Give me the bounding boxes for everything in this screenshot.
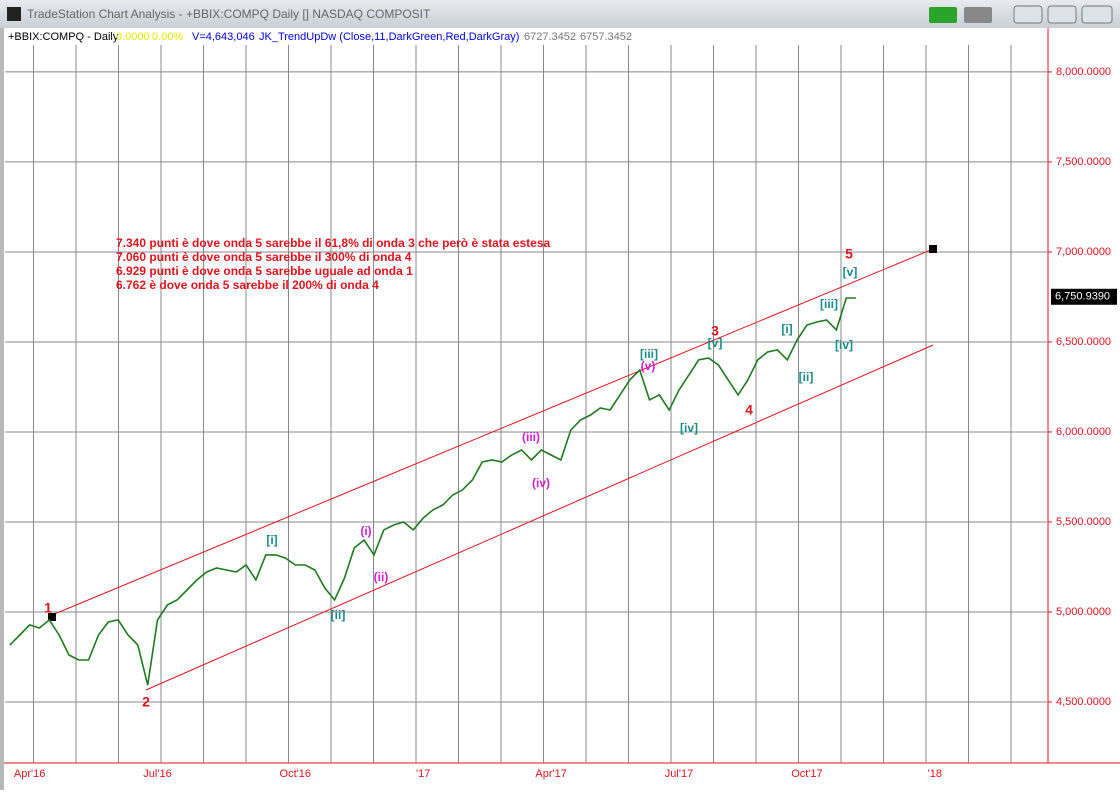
indicator-value: 6727.3452	[524, 31, 576, 43]
annotation: 6.762 è dove onda 5 sarebbe il 200% di o…	[116, 278, 379, 292]
y-tick-label: 7,000.0000	[1056, 246, 1111, 258]
y-tick-label: 6,000.0000	[1056, 426, 1111, 438]
symbol-link-button[interactable]	[929, 7, 957, 23]
x-tick-label: Jul'17	[665, 768, 693, 780]
volume: V=4,643,046	[192, 31, 255, 43]
chart-header: +BBIX:COMPQ - Daily 0.0000 0.00% V=4,643…	[8, 31, 632, 43]
annotation: 7.060 punti è dove onda 5 sarebbe il 300…	[116, 250, 412, 264]
upper-channel-line	[51, 248, 934, 616]
price-series	[9, 297, 857, 686]
app-icon	[7, 7, 21, 21]
symbol: +BBIX:COMPQ - Daily	[8, 31, 119, 43]
wave-label: (iv)	[532, 476, 550, 490]
window-title: TradeStation Chart Analysis - +BBIX:COMP…	[27, 7, 431, 21]
y-tick-label: 6,500.0000	[1056, 336, 1111, 348]
wave-label: [i]	[266, 533, 277, 547]
toolbar-button[interactable]	[964, 7, 992, 23]
indicator-value: 6757.3452	[580, 31, 632, 43]
y-tick-label: 5,000.0000	[1056, 606, 1111, 618]
x-tick-label: Apr'16	[14, 768, 45, 780]
wave-label: (v)	[641, 359, 656, 373]
wave-label: [i]	[781, 322, 792, 336]
wave-label: [iii]	[820, 297, 838, 311]
y-tick-label: 5,500.0000	[1056, 516, 1111, 528]
indicator: JK_TrendUpDw (Close,11,DarkGreen,Red,Dar…	[259, 31, 519, 43]
x-tick-label: '18	[928, 768, 942, 780]
change-pct: 0.00%	[152, 31, 183, 43]
x-tick-label: Apr'17	[535, 768, 566, 780]
x-tick-label: Jul'16	[143, 768, 171, 780]
wave-label: [iv]	[835, 338, 853, 352]
channel-anchor	[48, 613, 56, 621]
x-tick-label: Oct'16	[280, 768, 311, 780]
wave-label: [v]	[708, 336, 723, 350]
change: 0.0000	[116, 31, 150, 43]
x-tick-label: Oct'17	[791, 768, 822, 780]
labels: 4,500.0000 5,000.0000 5,500.0000 6,000.0000…	[14, 66, 1117, 780]
wave-label: 5	[845, 246, 853, 262]
wave-label: (i)	[360, 524, 371, 538]
x-tick-label: '17	[416, 768, 430, 780]
trend-channel	[48, 245, 937, 691]
maximize-button[interactable]	[1047, 5, 1077, 24]
plot-background	[0, 28, 1120, 790]
y-tick-label: 4,500.0000	[1056, 696, 1111, 708]
wave-label: (iii)	[522, 430, 540, 444]
wave-label: [iv]	[680, 421, 698, 435]
wave-label: [v]	[843, 265, 858, 279]
last-price-label: 6,750.9390	[1055, 291, 1110, 303]
y-tick-label: 7,500.0000	[1056, 156, 1111, 168]
last-price-box	[1051, 288, 1117, 305]
price-line	[9, 297, 857, 686]
wave-label: 3	[711, 323, 719, 339]
channel-anchor	[929, 245, 937, 253]
wave-label: 2	[142, 694, 150, 710]
wave-label: [ii]	[799, 370, 814, 384]
left-border	[0, 28, 4, 790]
wave-label: [ii]	[331, 608, 346, 622]
lower-channel-line	[145, 344, 934, 691]
wave-label: [iii]	[640, 347, 658, 361]
wave-label: (ii)	[374, 570, 389, 584]
close-button[interactable]	[1081, 5, 1113, 24]
y-tick-label: 8,000.0000	[1056, 66, 1111, 78]
annotation: 6.929 punti è dove onda 5 sarebbe uguale…	[116, 264, 413, 278]
minimize-button[interactable]	[1013, 5, 1043, 24]
grid	[5, 45, 1052, 763]
wave-label: 4	[745, 402, 753, 418]
wave-label: 1	[44, 600, 52, 616]
annotation: 7.340 punti è dove onda 5 sarebbe il 61,…	[116, 236, 550, 250]
